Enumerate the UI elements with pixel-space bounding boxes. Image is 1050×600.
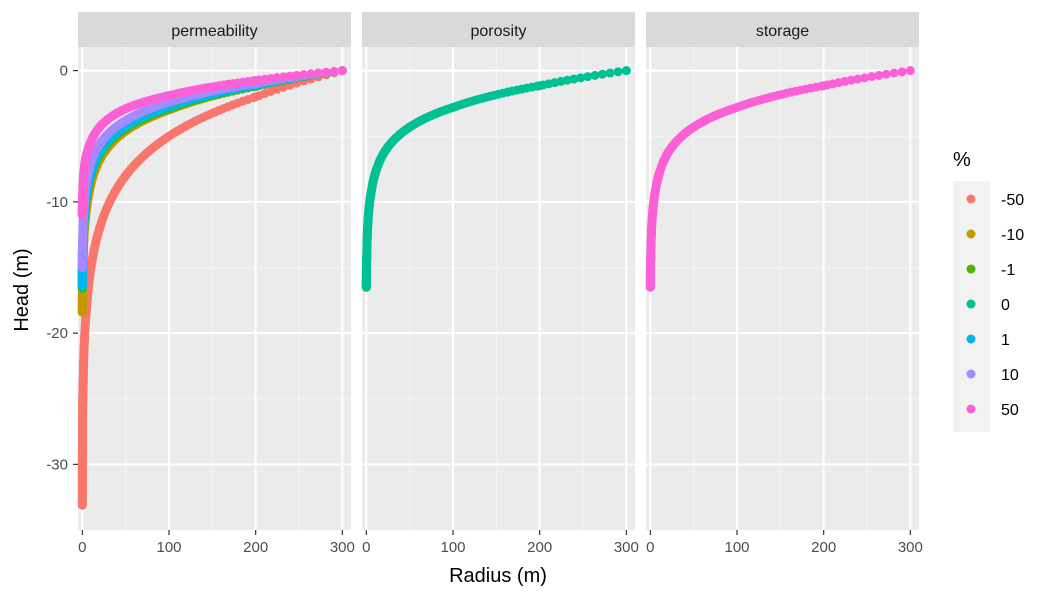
x-tick-label: 100 (156, 539, 181, 556)
data-point (874, 70, 884, 80)
x-axis-title: Radius (m) (449, 565, 547, 587)
y-tick-label: -20 (46, 325, 68, 342)
x-tick-label: 200 (527, 539, 552, 556)
data-point (292, 70, 302, 80)
legend-item: -1 (966, 262, 1015, 279)
facet-label: porosity (470, 23, 526, 40)
legend-label: 1 (1001, 332, 1010, 349)
legend-label: -50 (1001, 192, 1024, 209)
legend-key (966, 299, 976, 309)
legend-key (966, 264, 976, 274)
legend-key (966, 334, 976, 344)
legend-label: -1 (1001, 262, 1015, 279)
legend-title: % (953, 149, 971, 171)
legend-label: 10 (1001, 367, 1019, 384)
data-point (299, 70, 309, 80)
data-point (889, 68, 899, 78)
data-point (621, 66, 631, 76)
series-50 (77, 66, 347, 220)
facet-strip (646, 12, 919, 47)
data-point (583, 72, 593, 82)
x-tick-label: 300 (614, 539, 639, 556)
y-tick-label: 0 (60, 63, 68, 80)
y-tick-label: -30 (46, 456, 68, 473)
x-tick-label: 100 (440, 539, 465, 556)
points-permeability (77, 66, 347, 510)
legend-item: 0 (966, 297, 1010, 314)
legend-label: 50 (1001, 402, 1019, 419)
panel-background (646, 47, 919, 530)
x-tick-label: 200 (243, 539, 268, 556)
data-point (905, 66, 915, 76)
x-tick-label: 0 (78, 539, 86, 556)
data-point (306, 69, 316, 79)
legend-item: 1 (966, 332, 1010, 349)
legend-key (966, 194, 976, 204)
panel-background (362, 47, 635, 530)
x-tick-label: 300 (898, 539, 923, 556)
data-point (590, 70, 600, 80)
legend-item: -50 (966, 192, 1024, 209)
data-point (313, 68, 323, 78)
legend-item: -10 (966, 227, 1024, 244)
x-tick-label: 0 (362, 539, 370, 556)
data-point (867, 72, 877, 82)
points-porosity (361, 66, 631, 292)
series--50 (77, 66, 347, 510)
facet-label: storage (756, 23, 809, 40)
y-tick-label: -10 (46, 194, 68, 211)
legend-key (966, 369, 976, 379)
data-point (337, 66, 347, 76)
data-point (321, 67, 331, 77)
panel-porosity: porosity 0 100 200 300 (361, 12, 639, 556)
data-point (576, 73, 586, 83)
legend-key (966, 229, 976, 239)
data-point (597, 69, 607, 79)
x-tick-label: 300 (330, 539, 355, 556)
data-point (860, 73, 870, 83)
data-point (897, 67, 907, 77)
facet-label: permeability (171, 23, 257, 40)
data-point (881, 69, 891, 79)
y-axis-title: Head (m) (11, 248, 33, 331)
series-0 (361, 66, 631, 292)
legend-label: -10 (1001, 227, 1024, 244)
facet-strip (362, 12, 635, 47)
data-point (569, 74, 579, 84)
data-point (285, 71, 295, 81)
panels-layer: permeability 0 100 200 300 porosity 0 100 200 300… (46, 12, 923, 556)
legend-key (966, 404, 976, 414)
data-point (329, 66, 339, 76)
legend-label: 0 (1001, 297, 1010, 314)
data-point (853, 74, 863, 84)
series-50 (645, 66, 915, 292)
x-tick-label: 200 (811, 539, 836, 556)
data-point (613, 67, 623, 77)
facet-strip (78, 12, 351, 47)
panel-storage: storage 0 100 200 300 (645, 12, 923, 556)
panel-permeability: permeability 0 100 200 300 (77, 12, 355, 556)
points-storage (645, 66, 915, 292)
x-tick-label: 100 (724, 539, 749, 556)
x-tick-label: 0 (646, 539, 654, 556)
legend-item: 10 (966, 367, 1019, 384)
legend-item: 50 (966, 402, 1019, 419)
data-point (278, 72, 288, 82)
data-point (605, 68, 615, 78)
